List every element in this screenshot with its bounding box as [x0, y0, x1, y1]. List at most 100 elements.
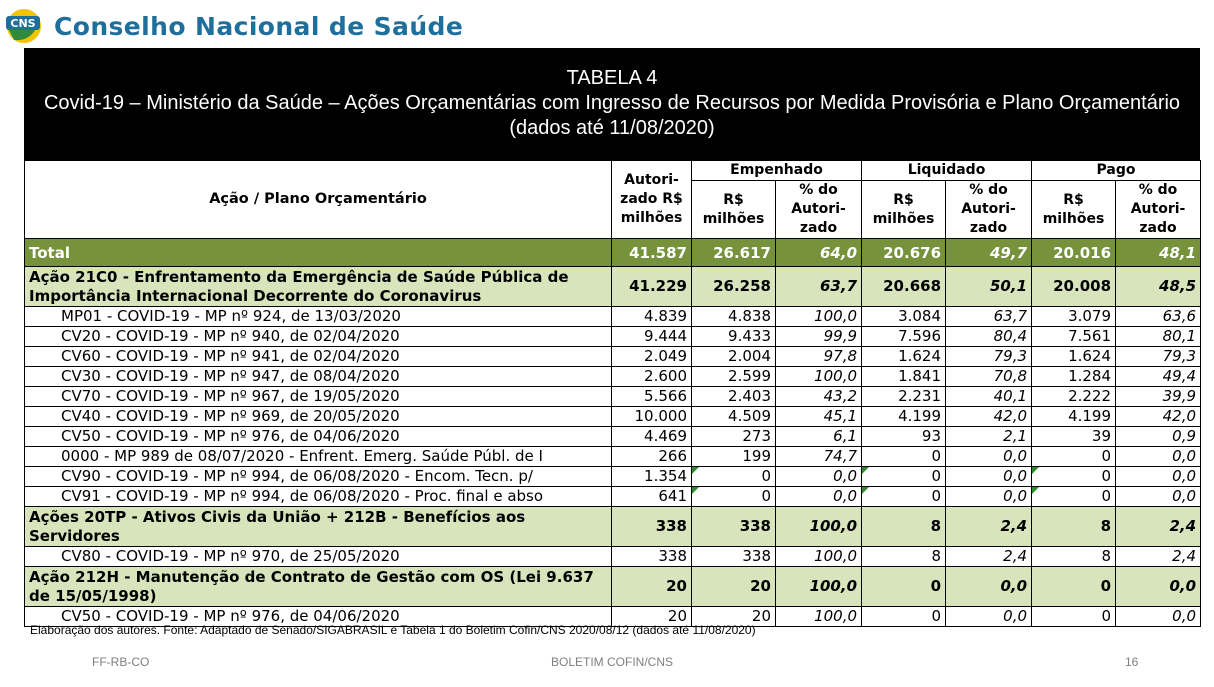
- cell-empenhado: 4.509: [691, 406, 776, 427]
- cell-autorizado: 338: [611, 506, 692, 547]
- cell-autorizado: 41.229: [611, 266, 692, 307]
- cell-liquidado-pct: 79,3: [945, 346, 1033, 367]
- cell-empenhado-pct: 100,0: [774, 366, 863, 387]
- row-label: 0000 - MP 989 de 08/07/2020 - Enfrent. E…: [24, 446, 612, 467]
- row-label: Total: [24, 238, 612, 267]
- cell-autorizado: 2.049: [611, 346, 692, 367]
- cell-empenhado-pct: 6,1: [774, 426, 863, 447]
- title-line-2: Covid-19 – Ministério da Saúde – Ações O…: [43, 92, 1181, 114]
- action-row: Ação 21C0 - Enfrentamento da Emergência …: [24, 266, 1202, 307]
- row-label: CV20 - COVID-19 - MP nº 940, de 02/04/20…: [24, 326, 612, 347]
- cell-liquidado-pct: 49,7: [945, 238, 1033, 267]
- cell-pago-pct: 0,9: [1115, 426, 1202, 447]
- cell-empenhado: 26.258: [691, 266, 776, 307]
- cell-liquidado: 8: [861, 546, 947, 567]
- cell-liquidado-pct: 0,0: [945, 606, 1033, 627]
- cell-liquidado: 0: [861, 446, 947, 467]
- cell-pago: 1.284: [1031, 366, 1117, 387]
- budget-table: Ação / Plano Orçamentário Autori- zado R…: [24, 160, 1202, 627]
- row-label: CV40 - COVID-19 - MP nº 969, de 20/05/20…: [24, 406, 612, 427]
- table-row: 0000 - MP 989 de 08/07/2020 - Enfrent. E…: [24, 446, 1202, 467]
- header-pago: Pago: [1031, 160, 1202, 181]
- cell-liquidado-pct: 0,0: [945, 486, 1033, 507]
- cell-pago-pct: 80,1: [1115, 326, 1202, 347]
- cell-liquidado-pct: 40,1: [945, 386, 1033, 407]
- cell-pago: 8: [1031, 546, 1117, 567]
- cell-empenhado: 273: [691, 426, 776, 447]
- source-note: Elaboração dos autores. Fonte: Adaptado …: [30, 623, 756, 637]
- cell-liquidado-pct: 0,0: [945, 566, 1033, 607]
- header-liq-pct: % do Autori-zado: [945, 180, 1033, 239]
- cell-autorizado: 338: [611, 546, 692, 567]
- cell-liquidado: 4.199: [861, 406, 947, 427]
- cell-empenhado: 338: [691, 506, 776, 547]
- title-line-1: TABELA 4: [566, 67, 658, 89]
- cell-pago-pct: 42,0: [1115, 406, 1202, 427]
- footer-left: FF-RB-CO: [92, 655, 150, 669]
- cell-empenhado: 20: [691, 606, 776, 627]
- row-label: CV50 - COVID-19 - MP nº 976, de 04/06/20…: [24, 606, 612, 627]
- cell-empenhado-pct: 64,0: [774, 238, 863, 267]
- cell-empenhado-pct: 99,9: [774, 326, 863, 347]
- row-label: CV30 - COVID-19 - MP nº 947, de 08/04/20…: [24, 366, 612, 387]
- row-label: CV70 - COVID-19 - MP nº 967, de 19/05/20…: [24, 386, 612, 407]
- cell-empenhado-pct: 45,1: [774, 406, 863, 427]
- logo-text: CNS: [10, 17, 35, 30]
- cell-autorizado: 5.566: [611, 386, 692, 407]
- title-line-3: (dados até 11/08/2020): [509, 117, 715, 139]
- cell-liquidado: 20.668: [861, 266, 947, 307]
- row-label: CV91 - COVID-19 - MP nº 994, de 06/08/20…: [24, 486, 612, 507]
- cell-liquidado: 0: [861, 486, 947, 507]
- cell-pago-pct: 2,4: [1115, 546, 1202, 567]
- header-pago-rs: R$ milhões: [1031, 180, 1117, 239]
- cell-liquidado: 8: [861, 506, 947, 547]
- action-row: Ação 212H - Manutenção de Contrato de Ge…: [24, 566, 1202, 607]
- cell-empenhado: 2.004: [691, 346, 776, 367]
- cell-autorizado: 641: [611, 486, 692, 507]
- row-label: CV90 - COVID-19 - MP nº 994, de 06/08/20…: [24, 466, 612, 487]
- cell-liquidado: 1.841: [861, 366, 947, 387]
- table-row: CV80 - COVID-19 - MP nº 970, de 25/05/20…: [24, 546, 1202, 567]
- cell-empenhado: 338: [691, 546, 776, 567]
- table-row: CV91 - COVID-19 - MP nº 994, de 06/08/20…: [24, 486, 1202, 507]
- cell-autorizado: 2.600: [611, 366, 692, 387]
- cell-liquidado-pct: 0,0: [945, 446, 1033, 467]
- table-row: CV30 - COVID-19 - MP nº 947, de 08/04/20…: [24, 366, 1202, 387]
- cell-liquidado: 3.084: [861, 306, 947, 327]
- cell-pago: 0: [1031, 466, 1117, 487]
- cell-empenhado-pct: 43,2: [774, 386, 863, 407]
- cell-pago: 1.624: [1031, 346, 1117, 367]
- cell-pago: 0: [1031, 446, 1117, 467]
- cell-pago: 8: [1031, 506, 1117, 547]
- action-row: Ações 20TP - Ativos Civis da União + 212…: [24, 506, 1202, 547]
- cell-pago-pct: 63,6: [1115, 306, 1202, 327]
- cell-pago-pct: 49,4: [1115, 366, 1202, 387]
- row-label: Ação 21C0 - Enfrentamento da Emergência …: [24, 266, 612, 307]
- header-autorizado: Autori- zado R$ milhões: [611, 160, 692, 239]
- header-emp-pct: % do Autori-zado: [774, 180, 863, 239]
- cell-liquidado: 1.624: [861, 346, 947, 367]
- cell-empenhado: 0: [691, 466, 776, 487]
- cell-autorizado: 4.469: [611, 426, 692, 447]
- cell-liquidado: 0: [861, 606, 947, 627]
- cell-autorizado: 9.444: [611, 326, 692, 347]
- cell-pago: 20.008: [1031, 266, 1117, 307]
- page-number: 16: [1125, 655, 1139, 669]
- row-label: CV50 - COVID-19 - MP nº 976, de 04/06/20…: [24, 426, 612, 447]
- header-empenhado: Empenhado: [690, 160, 863, 181]
- cell-pago-pct: 48,1: [1115, 238, 1202, 267]
- cell-pago-pct: 79,3: [1115, 346, 1202, 367]
- header-emp-rs: R$ milhões: [691, 180, 776, 239]
- cell-empenhado: 199: [691, 446, 776, 467]
- cell-liquidado-pct: 42,0: [945, 406, 1033, 427]
- table-row: CV50 - COVID-19 - MP nº 976, de 04/06/20…: [24, 606, 1202, 627]
- cell-pago-pct: 2,4: [1115, 506, 1202, 547]
- cell-empenhado-pct: 0,0: [774, 486, 863, 507]
- table-body: Total 41.587 26.617 64,0 20.676 49,7 20.016 48,…: [24, 238, 1202, 627]
- cell-pago-pct: 0,0: [1115, 466, 1202, 487]
- cell-empenhado: 26.617: [691, 238, 776, 267]
- cell-liquidado-pct: 70,8: [945, 366, 1033, 387]
- cell-liquidado-pct: 2,4: [945, 506, 1033, 547]
- cell-empenhado-pct: 0,0: [774, 466, 863, 487]
- row-label: Ação 212H - Manutenção de Contrato de Ge…: [24, 566, 612, 607]
